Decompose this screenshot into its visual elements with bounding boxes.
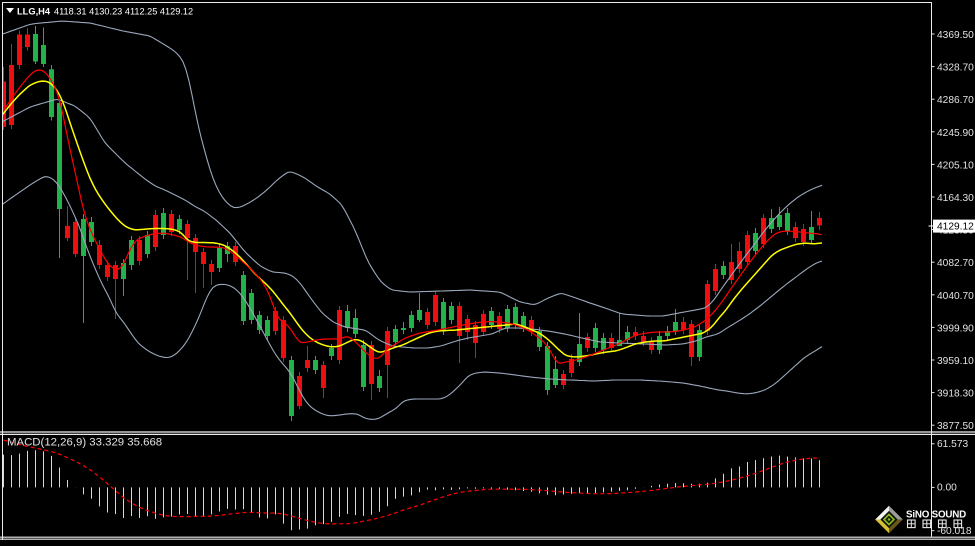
svg-text:3959.10: 3959.10 [937, 356, 974, 367]
svg-text:MACD(12,26,9) 33.329 35.668: MACD(12,26,9) 33.329 35.668 [7, 437, 162, 449]
svg-text:3877.50: 3877.50 [937, 421, 974, 432]
svg-text:4040.70: 4040.70 [937, 291, 974, 302]
svg-text:4164.30: 4164.30 [937, 193, 974, 204]
svg-text:4082.70: 4082.70 [937, 258, 974, 269]
svg-text:3918.30: 3918.30 [937, 389, 974, 400]
svg-text:4129.12: 4129.12 [937, 222, 974, 233]
svg-text:4245.90: 4245.90 [937, 128, 974, 139]
svg-text:3999.90: 3999.90 [937, 323, 974, 334]
svg-text:SiNO SOUND: SiNO SOUND [906, 510, 966, 521]
svg-text:4369.50: 4369.50 [937, 30, 974, 41]
svg-text:4286.70: 4286.70 [937, 95, 974, 106]
svg-text:-60.018: -60.018 [937, 526, 972, 537]
svg-text:4328.70: 4328.70 [937, 63, 974, 74]
svg-text:0.00: 0.00 [937, 483, 957, 494]
svg-text:LLG,H4: LLG,H4 [17, 7, 51, 17]
svg-text:4205.10: 4205.10 [937, 160, 974, 171]
svg-text:4118.31 4130.23 4112.25 4129.1: 4118.31 4130.23 4112.25 4129.12 [54, 7, 193, 17]
svg-text:61.573: 61.573 [937, 439, 968, 450]
